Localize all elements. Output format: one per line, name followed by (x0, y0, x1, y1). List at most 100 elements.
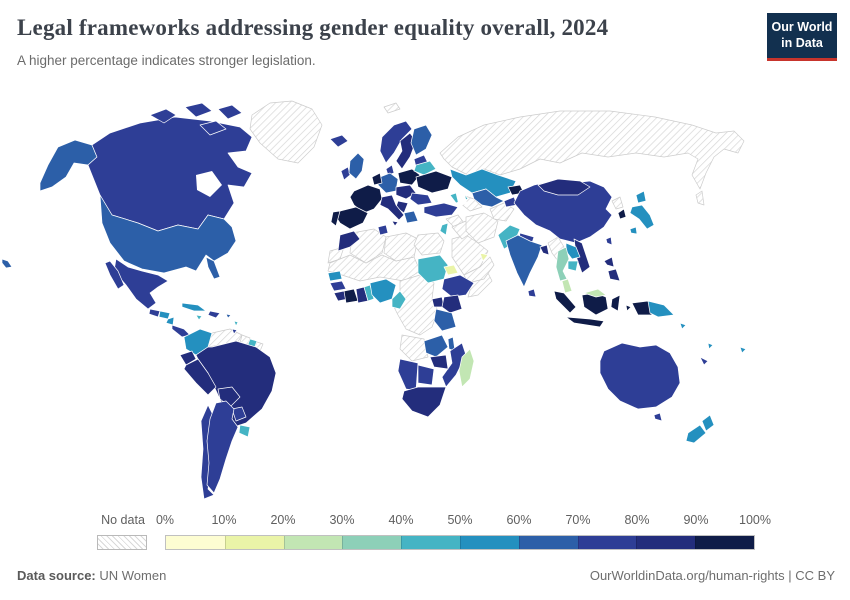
country-jordan-israel[interactable] (439, 222, 449, 236)
country-senegal[interactable] (327, 270, 343, 282)
country-papua-new-guinea[interactable] (647, 300, 675, 318)
footer-link[interactable]: OurWorldinData.org/human-rights | CC BY (589, 568, 835, 583)
legend-bin[interactable] (342, 536, 402, 549)
country-new-caledonia[interactable] (699, 356, 709, 366)
legend-bin[interactable] (577, 536, 637, 549)
country-botswana[interactable] (417, 364, 435, 386)
country-italy[interactable] (379, 194, 405, 221)
country-arctic-island[interactable] (199, 120, 227, 136)
legend-bin[interactable] (166, 536, 225, 549)
country-morocco[interactable] (337, 230, 361, 252)
country-sakhalin[interactable] (695, 190, 705, 206)
country-honduras[interactable] (158, 310, 171, 320)
country-taiwan[interactable] (605, 236, 613, 246)
country-svalbard[interactable] (383, 102, 401, 114)
country-eritrea[interactable] (443, 264, 459, 276)
legend-bin[interactable] (518, 536, 578, 549)
country-finland[interactable] (410, 124, 433, 156)
country-malaysia-peninsula[interactable] (561, 278, 573, 294)
country-spain[interactable] (335, 206, 369, 230)
country-romania[interactable] (409, 192, 433, 206)
country-arctic-island[interactable] (184, 102, 213, 118)
country-iran[interactable] (465, 212, 499, 244)
country-south-africa[interactable] (401, 386, 447, 418)
country-egypt[interactable] (413, 232, 445, 256)
legend-bin[interactable] (636, 536, 696, 549)
country-vanuatu[interactable] (707, 342, 714, 350)
country-japan-honshu[interactable] (629, 204, 655, 230)
country-ireland[interactable] (340, 166, 351, 181)
country-sulawesi[interactable] (610, 294, 621, 312)
country-sumatra[interactable] (553, 290, 577, 314)
country-sri-lanka[interactable] (527, 288, 537, 298)
country-denmark[interactable] (385, 164, 395, 176)
country-java[interactable] (565, 316, 605, 328)
country-france[interactable] (349, 184, 383, 214)
legend-bin[interactable] (283, 536, 343, 549)
country-philippines-south[interactable] (607, 268, 621, 282)
country-argentina[interactable] (206, 400, 239, 494)
country-ecuador[interactable] (179, 350, 197, 366)
country-tunisia[interactable] (377, 224, 389, 236)
country-portugal[interactable] (330, 210, 341, 227)
country-solomon-islands[interactable] (679, 322, 687, 330)
country-turkey[interactable] (423, 202, 459, 218)
country-usa[interactable] (99, 194, 237, 274)
country-peru[interactable] (183, 358, 217, 396)
country-north-korea[interactable] (611, 196, 624, 210)
country-mexico[interactable] (113, 258, 169, 310)
country-uae[interactable] (479, 252, 489, 262)
country-bangladesh[interactable] (539, 244, 550, 256)
country-bolivia[interactable] (217, 386, 241, 408)
country-lesser-antilles[interactable] (233, 320, 239, 327)
country-paraguay[interactable] (231, 406, 247, 422)
country-kenya[interactable] (441, 294, 463, 314)
country-togo-benin[interactable] (363, 284, 375, 302)
country-iceland[interactable] (329, 134, 349, 148)
country-arctic-island[interactable] (149, 108, 177, 124)
country-new-zealand-north[interactable] (701, 414, 715, 432)
country-greece[interactable] (403, 210, 419, 224)
owid-logo[interactable]: Our World in Data (767, 13, 837, 61)
country-greenland[interactable] (249, 100, 323, 164)
country-arctic-island[interactable] (217, 104, 243, 120)
country-libya[interactable] (383, 232, 419, 262)
country-ethiopia[interactable] (441, 274, 475, 298)
country-india[interactable] (505, 234, 543, 288)
country-mongolia[interactable] (537, 178, 591, 196)
country-benelux[interactable] (371, 172, 383, 186)
legend-bin[interactable] (459, 536, 519, 549)
country-thailand[interactable] (555, 246, 570, 282)
country-poland[interactable] (397, 168, 421, 186)
country-vietnam[interactable] (573, 238, 591, 274)
country-tasmania[interactable] (653, 412, 663, 422)
country-cameroon[interactable] (391, 290, 407, 310)
country-ukraine[interactable] (415, 170, 453, 194)
country-cuba[interactable] (181, 302, 207, 312)
country-japan-kyushu[interactable] (629, 226, 638, 235)
country-zambia[interactable] (423, 334, 449, 358)
country-uk[interactable] (348, 152, 365, 180)
legend-bin[interactable] (224, 536, 284, 549)
country-russia[interactable] (439, 110, 745, 190)
country-tanzania[interactable] (433, 308, 457, 332)
country-philippines-north[interactable] (603, 256, 615, 268)
country-belarus[interactable] (413, 160, 437, 176)
legend-no-data-swatch[interactable] (97, 535, 147, 550)
country-usa-hawaii[interactable] (1, 258, 13, 269)
country-australia[interactable] (599, 342, 681, 410)
country-borneo-malaysia[interactable] (583, 288, 607, 298)
legend-bin[interactable] (401, 536, 460, 549)
country-cote-divoire[interactable] (343, 288, 359, 304)
country-fiji[interactable] (739, 346, 747, 354)
country-japan-hokkaido[interactable] (635, 190, 647, 204)
country-mexico-baja[interactable] (104, 260, 125, 290)
country-usa-florida[interactable] (205, 256, 221, 280)
country-canada[interactable] (87, 116, 253, 232)
country-guinea[interactable] (329, 280, 347, 292)
country-jamaica[interactable] (195, 314, 203, 321)
country-guatemala[interactable] (148, 308, 161, 318)
country-hispaniola[interactable] (207, 310, 221, 319)
country-kazakhstan[interactable] (449, 168, 517, 198)
country-zimbabwe[interactable] (429, 354, 449, 370)
